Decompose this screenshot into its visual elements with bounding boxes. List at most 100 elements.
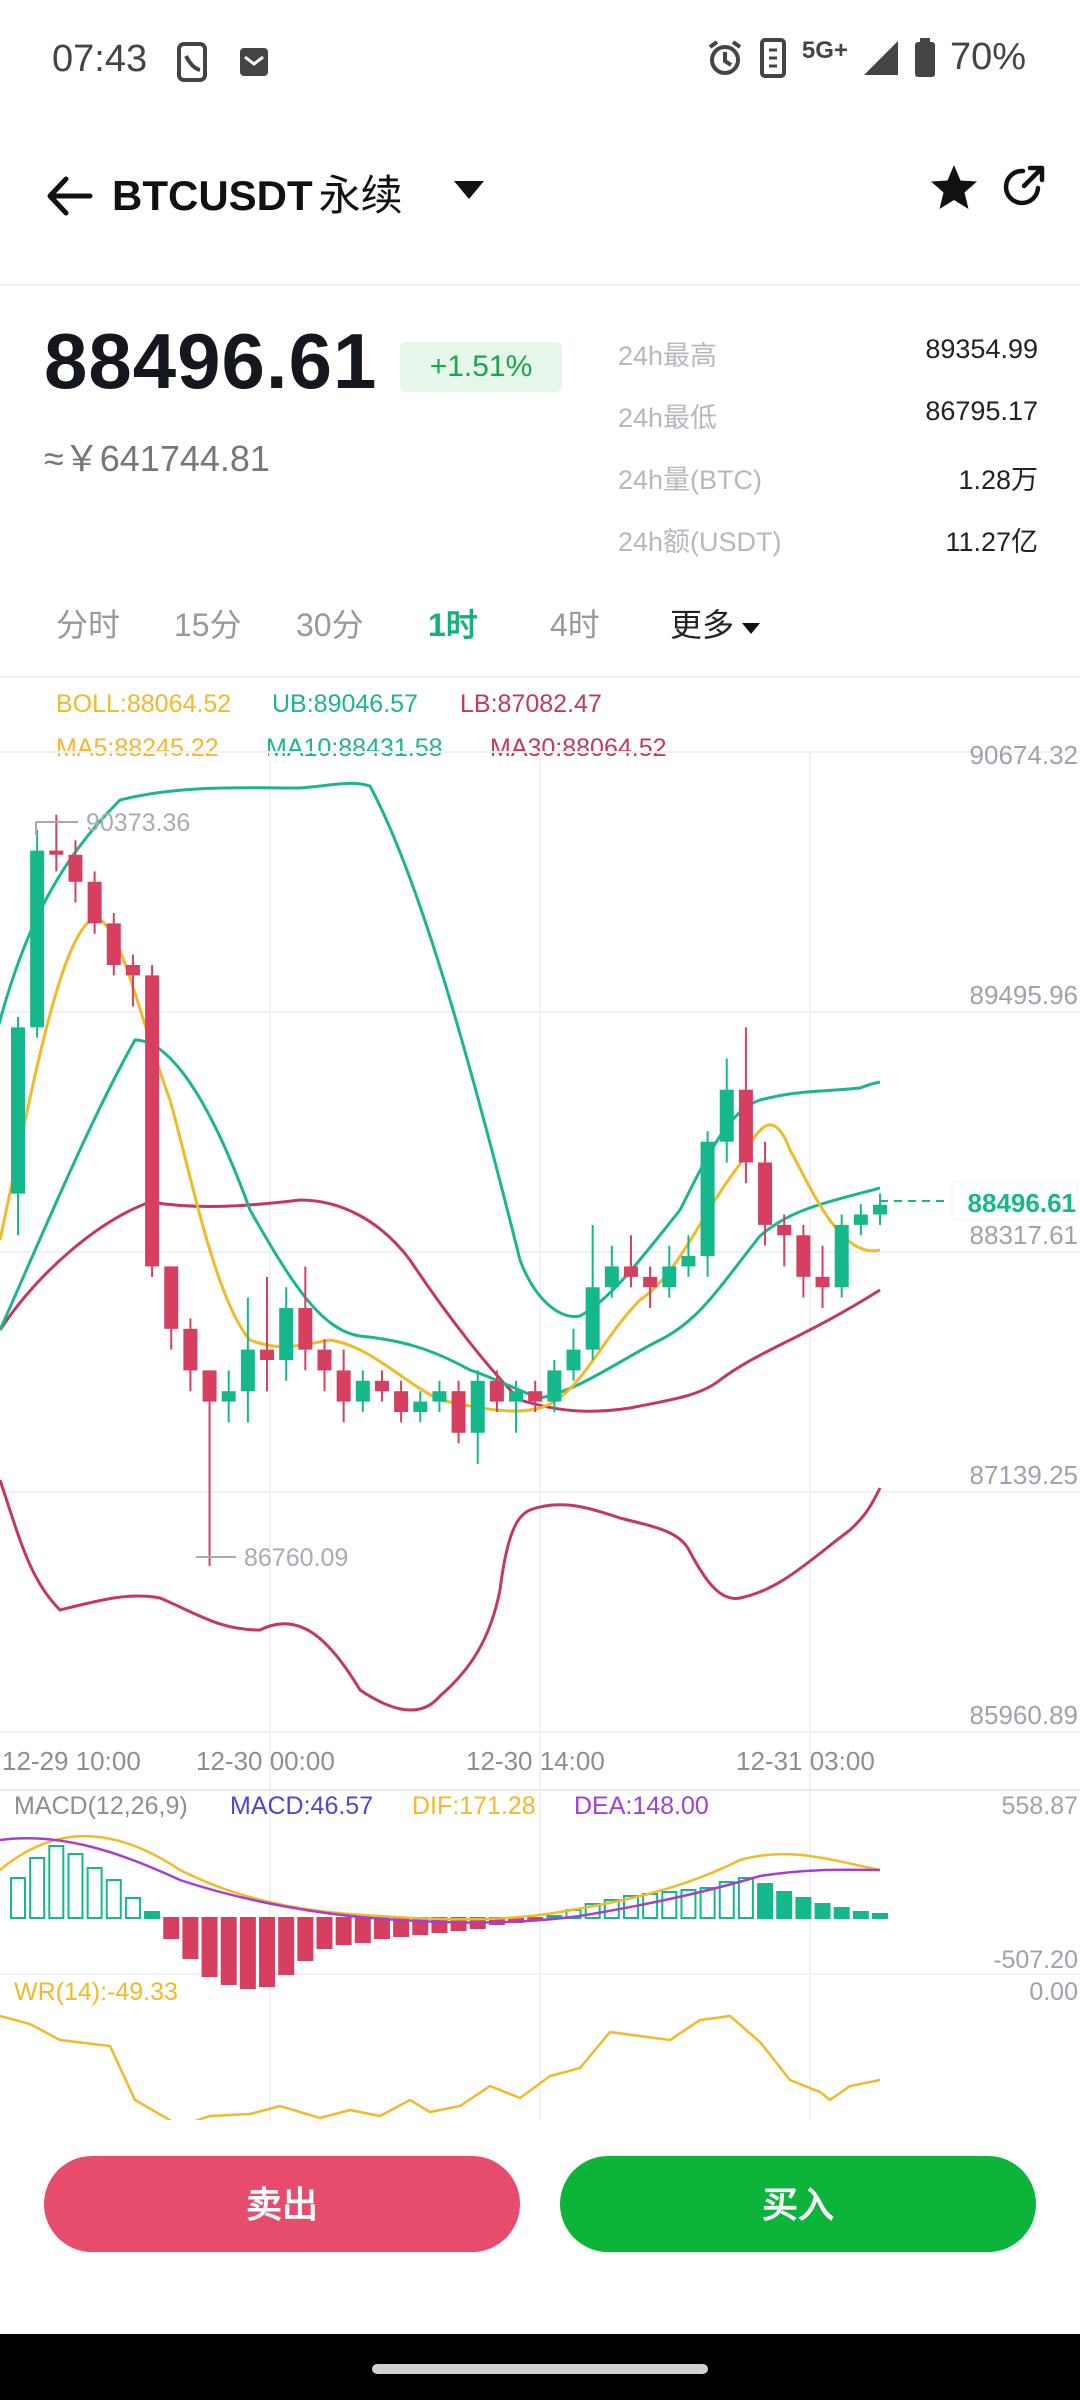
candle-down xyxy=(125,964,140,976)
candle-down xyxy=(758,1162,773,1225)
candles xyxy=(11,814,887,1566)
candle-up xyxy=(853,1214,868,1225)
macd-bar-positive xyxy=(757,1883,774,1919)
legend-ma10: MA10:88431.58 xyxy=(266,734,443,762)
favorite-star-icon[interactable] xyxy=(928,162,980,214)
wr-max-label: 0.00 xyxy=(1029,1978,1078,2006)
macd-bar-positive xyxy=(10,1877,26,1919)
candle-down xyxy=(777,1224,792,1236)
dif-line xyxy=(0,1834,881,1921)
x-tick-label: 12-29 10:00 xyxy=(2,1746,141,1776)
stat-label: 24h最高 xyxy=(618,341,718,371)
caret-down-icon[interactable] xyxy=(452,178,486,202)
stat-value: 1.28万 xyxy=(958,465,1038,495)
current-price-label: 88496.61 xyxy=(968,1188,1076,1218)
y-tick-label: 88317.61 xyxy=(970,1220,1078,1250)
macd-bar-positive xyxy=(833,1907,850,1919)
ma30-line xyxy=(0,1198,881,1413)
macd-bar-negative xyxy=(201,1917,218,1977)
home-indicator[interactable] xyxy=(372,2364,708,2374)
macd-bar-negative xyxy=(278,1917,295,1975)
battery-level: 70% xyxy=(949,36,1026,78)
macd-bar-positive xyxy=(795,1897,812,1919)
legend-ma5: MA5:88245.22 xyxy=(56,734,219,762)
candle-down xyxy=(528,1391,543,1402)
candle-down xyxy=(164,1266,179,1329)
candle-up xyxy=(834,1224,849,1288)
sell-button[interactable]: 卖出 xyxy=(44,2156,520,2252)
high-annotation: 90373.36 xyxy=(35,809,190,837)
candle-up xyxy=(873,1204,887,1215)
macd-histogram xyxy=(10,1845,888,1989)
tab-timeshare[interactable]: 分时 xyxy=(56,607,121,643)
y-axis-labels: 90674.32 89495.96 88317.61 87139.25 8596… xyxy=(970,740,1078,1730)
candle-up xyxy=(566,1349,581,1371)
tab-1h[interactable]: 1时 xyxy=(428,607,478,643)
tab-30m[interactable]: 30分 xyxy=(296,607,364,643)
stat-label: 24h最低 xyxy=(618,403,718,433)
candlestick-chart[interactable]: 90373.36 86760.09 90674.32 89495.96 8831… xyxy=(0,680,1080,2130)
candle-up xyxy=(681,1256,696,1267)
candle-down xyxy=(202,1370,217,1402)
app-header: BTCUSDT 永续 xyxy=(0,126,1080,286)
buy-button[interactable]: 买入 xyxy=(560,2156,1036,2252)
candle-up xyxy=(355,1380,370,1402)
caret-down-icon xyxy=(742,622,761,634)
macd-bar-negative xyxy=(220,1917,237,1985)
y-tick-label: 85960.89 xyxy=(970,1700,1078,1730)
macd-bar-positive xyxy=(642,1893,659,1919)
macd-bar-positive xyxy=(699,1887,716,1919)
macd-bar-negative xyxy=(259,1917,276,1987)
macd-bar-positive xyxy=(852,1911,869,1919)
candle-down xyxy=(796,1235,811,1277)
macd-value-label: MACD:46.57 xyxy=(230,1792,373,1820)
x-axis-labels: 12-29 10:00 12-30 00:00 12-30 14:00 12-3… xyxy=(2,1746,875,1776)
dea-line xyxy=(0,1836,881,1924)
stat-value: 86795.17 xyxy=(925,396,1038,426)
tab-more-label: 更多 xyxy=(670,607,735,643)
x-tick-label: 12-31 03:00 xyxy=(736,1746,875,1776)
y-tick-label: 89495.96 xyxy=(970,980,1078,1010)
macd-bar-positive xyxy=(67,1853,84,1919)
status-time: 07:43 xyxy=(52,38,148,80)
candle-down xyxy=(298,1308,313,1350)
candle-down xyxy=(489,1380,504,1402)
candle-up xyxy=(547,1370,562,1402)
macd-bar-positive xyxy=(776,1891,793,1919)
pair-title[interactable]: BTCUSDT 永续 xyxy=(112,162,403,223)
pair-symbol: BTCUSDT xyxy=(112,172,313,219)
candle-down xyxy=(451,1391,466,1433)
candle-down xyxy=(106,923,121,965)
macd-bar-positive xyxy=(105,1879,122,1919)
battery-icon xyxy=(914,37,935,77)
gesture-nav-bar xyxy=(0,2334,1080,2400)
macd-bar-positive xyxy=(48,1845,65,1919)
candle-down xyxy=(815,1276,830,1288)
tab-4h[interactable]: 4时 xyxy=(550,607,600,643)
current-price-marker: 88496.61 xyxy=(880,1181,1079,1221)
macd-params-label: MACD(12,26,9) xyxy=(14,1792,188,1820)
candle-up xyxy=(470,1380,485,1433)
candle-up xyxy=(30,850,45,1028)
tab-more[interactable]: 更多 xyxy=(670,600,762,646)
alarm-icon xyxy=(708,39,742,75)
share-icon[interactable] xyxy=(1000,164,1046,210)
tab-15m[interactable]: 15分 xyxy=(174,607,242,643)
candle-up xyxy=(413,1401,428,1412)
candle-down xyxy=(394,1391,409,1412)
macd-bar-negative xyxy=(335,1917,352,1945)
candle-up xyxy=(221,1391,236,1402)
low-annotation-label: 86760.09 xyxy=(244,1544,348,1572)
macd-bar-negative xyxy=(316,1917,333,1949)
macd-bar-negative xyxy=(239,1917,256,1989)
macd-bar-positive xyxy=(814,1903,831,1919)
macd-bar-positive xyxy=(680,1889,697,1919)
stat-24h-high: 24h最高 89354.99 xyxy=(618,334,1038,396)
macd-bar-positive xyxy=(872,1913,888,1919)
candle-up xyxy=(509,1391,524,1402)
contract-type: 永续 xyxy=(318,172,403,219)
candle-up xyxy=(604,1266,619,1288)
boll-ub-line xyxy=(0,781,881,1318)
macd-bar-negative xyxy=(163,1917,180,1939)
back-arrow-icon[interactable] xyxy=(40,166,100,226)
